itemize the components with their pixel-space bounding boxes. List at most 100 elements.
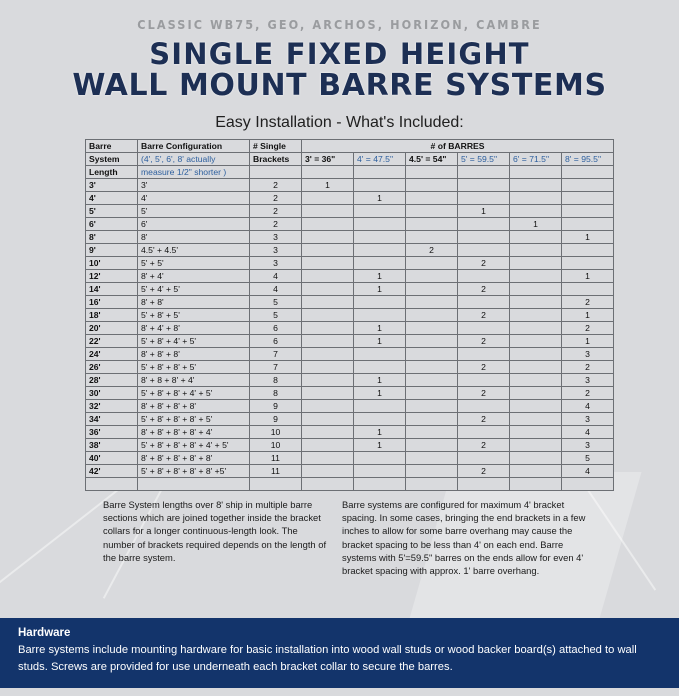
cell-barre-count [509, 450, 562, 465]
cell-system-length: 24' [85, 346, 138, 361]
cell-barre-count: 2 [457, 385, 510, 400]
table-row: 12' 8' + 4' 4 1 1 [85, 268, 615, 283]
page-subtitle: Easy Installation - What's Included: [215, 113, 464, 131]
cell-barre-count [509, 411, 562, 426]
cell-barre-configuration: 8' + 8' + 8' + 8' + 8' [137, 450, 250, 465]
cell-barre-count [509, 463, 562, 478]
header-cell-barres-group: # of BARRES [300, 138, 615, 153]
cell-barre-count: 2 [457, 437, 510, 452]
table-row: 28' 8' + 8 + 8' + 4' 8 1 3 [85, 372, 615, 387]
cell-barre-count [509, 424, 562, 439]
cell-barre-count: 1 [509, 216, 562, 231]
cell-barre-count: 2 [457, 359, 510, 374]
cell-barre-count [457, 450, 510, 465]
cell-barre-count [457, 294, 510, 309]
cell-barre-count [353, 450, 406, 465]
cell-barre-count [509, 307, 562, 322]
cell-system-length: 14' [85, 281, 138, 296]
header-cell-system: System [85, 151, 138, 166]
cell-barre-count [509, 203, 562, 218]
cell-system-length: 42' [85, 463, 138, 478]
cell-barre-count [405, 372, 458, 387]
cell-barre-count [301, 320, 354, 335]
cell-barre-count [405, 203, 458, 218]
cell-system-length: 5' [85, 203, 138, 218]
cell-single-brackets: 3 [249, 229, 302, 244]
cell-system-length: 40' [85, 450, 138, 465]
cell-barre-count [457, 268, 510, 283]
cell-system-length: 4' [85, 190, 138, 205]
table-row: 3' 3' 2 1 [85, 177, 615, 192]
cell-barre-count: 3 [560, 346, 615, 361]
cell-barre-count [509, 294, 562, 309]
cell-barre-configuration: 4.5' + 4.5' [137, 242, 250, 257]
cell-barre-count: 5 [560, 450, 615, 465]
header-cell-barre-4ft: 4' = 47.5" [353, 151, 406, 166]
cell-barre-count [405, 307, 458, 322]
cell-single-brackets: 6 [249, 333, 302, 348]
cell-barre-count: 3 [560, 437, 615, 452]
cell-system-length: 34' [85, 411, 138, 426]
cell-barre-count: 2 [560, 320, 615, 335]
cell-barre-configuration: 8' + 4' [137, 268, 250, 283]
cell-barre-count [353, 463, 406, 478]
cell-barre-configuration: 5' + 8' + 5' [137, 307, 250, 322]
table-row: 9' 4.5' + 4.5' 3 2 [85, 242, 615, 257]
spacer-cell [560, 476, 615, 491]
cell-single-brackets: 2 [249, 177, 302, 192]
cell-barre-count: 2 [457, 463, 510, 478]
header-cell-empty [353, 164, 406, 179]
cell-single-brackets: 2 [249, 216, 302, 231]
cell-barre-count: 1 [457, 203, 510, 218]
cell-barre-count: 2 [457, 255, 510, 270]
cell-barre-count [353, 398, 406, 413]
table-row: 10' 5' + 5' 3 2 [85, 255, 615, 270]
table-row: 24' 8' + 8' + 8' 7 3 [85, 346, 615, 361]
cell-barre-count: 2 [560, 385, 615, 400]
cell-system-length: 26' [85, 359, 138, 374]
cell-system-length: 9' [85, 242, 138, 257]
hardware-description: Barre systems include mounting hardware … [18, 644, 637, 674]
header-cell-length: Length [85, 164, 138, 179]
header-cell-brackets: Brackets [249, 151, 302, 166]
cell-barre-count [301, 398, 354, 413]
cell-barre-count [457, 398, 510, 413]
cell-barre-count [405, 190, 458, 205]
cell-barre-count [509, 255, 562, 270]
barre-systems-table: Barre Barre Configuration # Single # of … [85, 138, 615, 491]
cell-barre-count [509, 372, 562, 387]
cell-barre-count [405, 385, 458, 400]
header-cell-barre-4-5ft: 4.5' = 54" [405, 151, 458, 166]
cell-barre-count [301, 411, 354, 426]
cell-barre-count [509, 346, 562, 361]
cell-barre-count [457, 190, 510, 205]
cell-barre-configuration: 5' + 4' + 5' [137, 281, 250, 296]
cell-barre-count: 1 [560, 229, 615, 244]
cell-barre-count [509, 333, 562, 348]
page-title: SINGLE FIXED HEIGHT WALL MOUNT BARRE SYS… [0, 39, 679, 102]
cell-barre-count [301, 255, 354, 270]
cell-barre-count: 1 [560, 268, 615, 283]
header-cell-empty [457, 164, 510, 179]
cell-barre-configuration: 5' + 8' + 8' + 4' + 5' [137, 385, 250, 400]
cell-barre-configuration: 5' + 8' + 4' + 5' [137, 333, 250, 348]
cell-system-length: 18' [85, 307, 138, 322]
cell-single-brackets: 7 [249, 346, 302, 361]
header-cell-barre-3ft: 3' = 36" [301, 151, 354, 166]
cell-barre-configuration: 5' + 8' + 8' + 5' [137, 359, 250, 374]
barre-table-container: Barre Barre Configuration # Single # of … [85, 138, 615, 491]
cell-barre-count [405, 294, 458, 309]
cell-barre-count [353, 216, 406, 231]
cell-barre-count [509, 281, 562, 296]
cell-barre-count: 4 [560, 398, 615, 413]
header-cell-barre-6ft: 6' = 71.5" [509, 151, 562, 166]
cell-barre-count [405, 450, 458, 465]
cell-barre-count [405, 229, 458, 244]
spacer-cell [249, 476, 302, 491]
cell-barre-configuration: 8' + 8 + 8' + 4' [137, 372, 250, 387]
infographic-page: CLASSIC WB75, GEO, ARCHOS, HORIZON, CAMB… [0, 17, 679, 696]
cell-barre-configuration: 8' + 8' + 8' + 8' + 4' [137, 424, 250, 439]
cell-barre-count [405, 255, 458, 270]
cell-barre-count [560, 255, 615, 270]
spacer-cell [353, 476, 406, 491]
